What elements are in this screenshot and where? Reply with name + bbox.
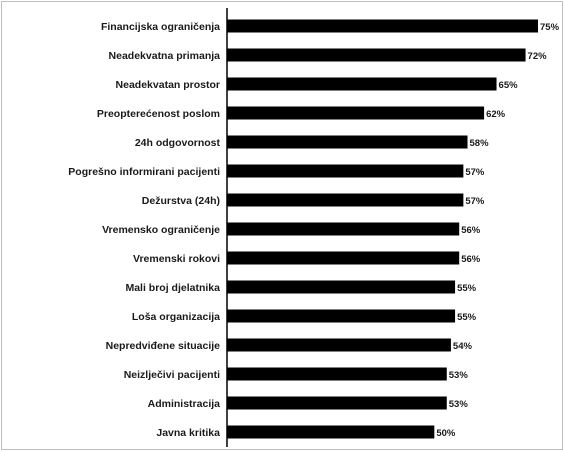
category-label: 24h odgovornost: [135, 137, 221, 149]
value-label: 53%: [449, 399, 469, 410]
value-label: 53%: [449, 370, 469, 381]
value-label: 55%: [457, 312, 477, 323]
bar: [227, 222, 460, 236]
category-label: Administracija: [148, 398, 221, 410]
bar: [227, 19, 538, 33]
value-label: 58%: [470, 138, 490, 149]
value-label: 75%: [540, 22, 560, 33]
bar: [227, 280, 456, 294]
chart-marks: Financijska ograničenja 75% Neadekvatna pr…: [68, 19, 560, 439]
bar: [227, 106, 485, 120]
bar: [227, 48, 526, 62]
category-label: Neadekvatan prostor: [116, 79, 220, 91]
bar: [227, 135, 468, 149]
category-label: Vremensko ograničenje: [102, 224, 220, 236]
bar: [227, 338, 451, 352]
category-label: Preopterećenost poslom: [97, 108, 220, 120]
value-label: 56%: [461, 254, 481, 265]
value-label: 50%: [436, 428, 456, 439]
bar: [227, 251, 460, 265]
category-label: Dežurstva (24h): [142, 195, 220, 207]
category-label: Nepredviđene situacije: [106, 340, 221, 352]
bar: [227, 309, 456, 323]
value-label: 72%: [528, 51, 548, 62]
value-label: 57%: [465, 196, 485, 207]
category-label: Neadekvatna primanja: [109, 50, 221, 62]
value-label: 65%: [499, 80, 519, 91]
value-label: 55%: [457, 283, 477, 294]
value-label: 62%: [486, 109, 506, 120]
category-label: Vremenski rokovi: [133, 253, 220, 265]
bar: [227, 396, 447, 410]
value-label: 56%: [461, 225, 481, 236]
category-label: Javna kritika: [156, 427, 220, 439]
category-label: Financijska ograničenja: [101, 21, 220, 33]
value-label: 54%: [453, 341, 473, 352]
bar: [227, 164, 464, 178]
bar: [227, 425, 435, 439]
category-label: Pogrešno informirani pacijenti: [68, 166, 220, 178]
bar: [227, 367, 447, 381]
bar: [227, 193, 464, 207]
bar: [227, 77, 497, 91]
category-label: Mali broj djelatnika: [125, 282, 220, 294]
category-label: Loša organizacija: [132, 311, 220, 323]
category-label: Neizlječivi pacijenti: [124, 369, 220, 381]
value-label: 57%: [465, 167, 485, 178]
